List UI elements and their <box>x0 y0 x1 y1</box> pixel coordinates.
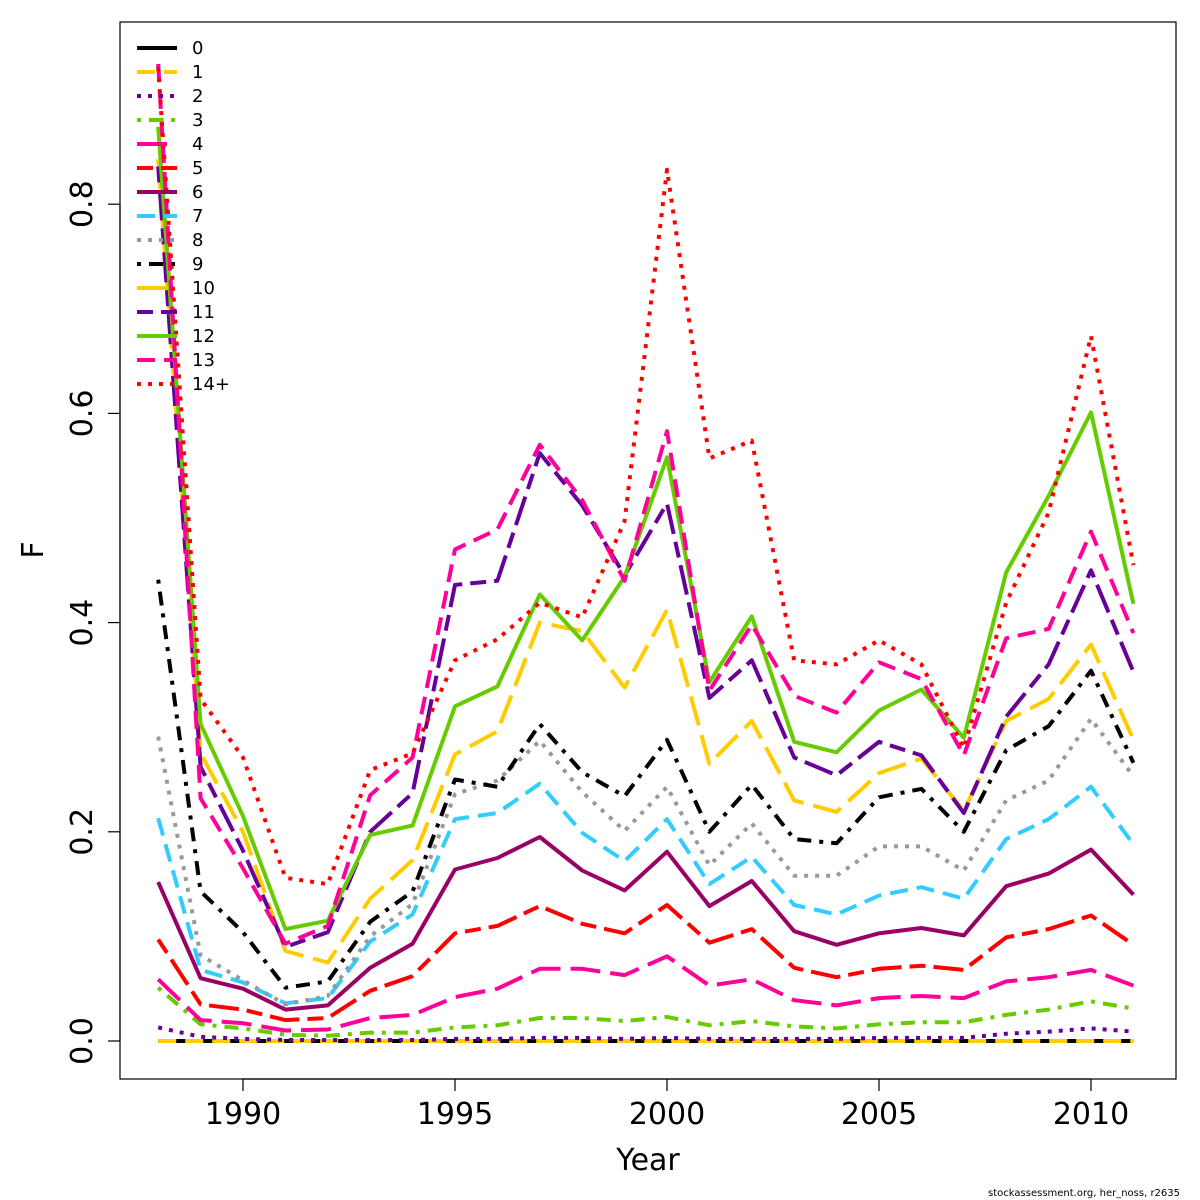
x-tick-label: 2000 <box>629 1097 705 1132</box>
legend-item: 2 <box>137 86 203 107</box>
legend-item: 9 <box>137 254 203 275</box>
x-tick-label: 1995 <box>417 1097 493 1132</box>
series-line-3 <box>156 986 1134 1038</box>
y-tick-label: 0.0 <box>65 1017 100 1065</box>
legend-item: 0 <box>137 38 203 59</box>
legend-item: 3 <box>137 110 203 131</box>
series-line-9 <box>156 579 1136 990</box>
legend-item: 11 <box>137 302 215 323</box>
y-tick-label: 0.4 <box>65 599 100 647</box>
legend-item: 8 <box>137 230 203 251</box>
legend-item: 10 <box>137 278 215 299</box>
series-line-10 <box>156 159 1136 965</box>
legend-label: 0 <box>192 38 203 59</box>
legend-label: 10 <box>192 278 215 299</box>
legend-label: 13 <box>192 350 215 371</box>
legend-label: 5 <box>192 158 203 179</box>
series-line-11 <box>156 166 1136 949</box>
legend-item: 13 <box>137 350 215 371</box>
legend-label: 6 <box>192 182 203 203</box>
legend-label: 12 <box>192 326 215 347</box>
series-line-13 <box>156 63 1136 946</box>
legend-label: 3 <box>192 110 203 131</box>
y-tick-label: 0.8 <box>65 180 100 228</box>
y-axis-title: F <box>16 541 51 558</box>
series-line-14plus <box>156 67 1136 887</box>
legend-label: 1 <box>192 62 203 83</box>
series-line-4 <box>156 954 1135 1033</box>
series-line-5 <box>156 903 1135 1023</box>
legend-label: 7 <box>192 206 203 227</box>
x-tick-label: 2010 <box>1053 1097 1129 1132</box>
series-line-12 <box>156 126 1136 932</box>
legend-item: 4 <box>137 134 203 155</box>
y-tick-label: 0.2 <box>65 808 100 856</box>
y-tick-label: 0.6 <box>65 390 100 438</box>
legend-item: 6 <box>137 182 203 203</box>
legend-label: 2 <box>192 86 203 107</box>
legend-label: 8 <box>192 230 203 251</box>
series-layer <box>156 63 1136 1043</box>
x-axis: 1990 1995 2000 2005 2010 <box>205 1078 1129 1132</box>
x-tick-label: 1990 <box>205 1097 281 1132</box>
series-line-7 <box>156 781 1136 1006</box>
legend-label: 9 <box>192 254 203 275</box>
legend-label: 11 <box>192 302 215 323</box>
x-axis-title: Year <box>615 1143 680 1178</box>
legend-item: 5 <box>137 158 203 179</box>
series-line-6 <box>156 835 1135 1012</box>
y-axis: 0.0 0.2 0.4 0.6 0.8 <box>65 180 121 1065</box>
footer-credit: stockassessment.org, her_noss, r2635 <box>988 1188 1180 1199</box>
series-line-8 <box>156 716 1136 1007</box>
legend-item: 14+ <box>137 374 230 395</box>
legend-item: 1 <box>137 62 203 83</box>
x-tick-label: 2005 <box>841 1097 917 1132</box>
legend-item: 7 <box>137 206 203 227</box>
legend-item: 12 <box>137 326 215 347</box>
legend-label: 14+ <box>192 374 230 395</box>
legend-label: 4 <box>192 134 203 155</box>
